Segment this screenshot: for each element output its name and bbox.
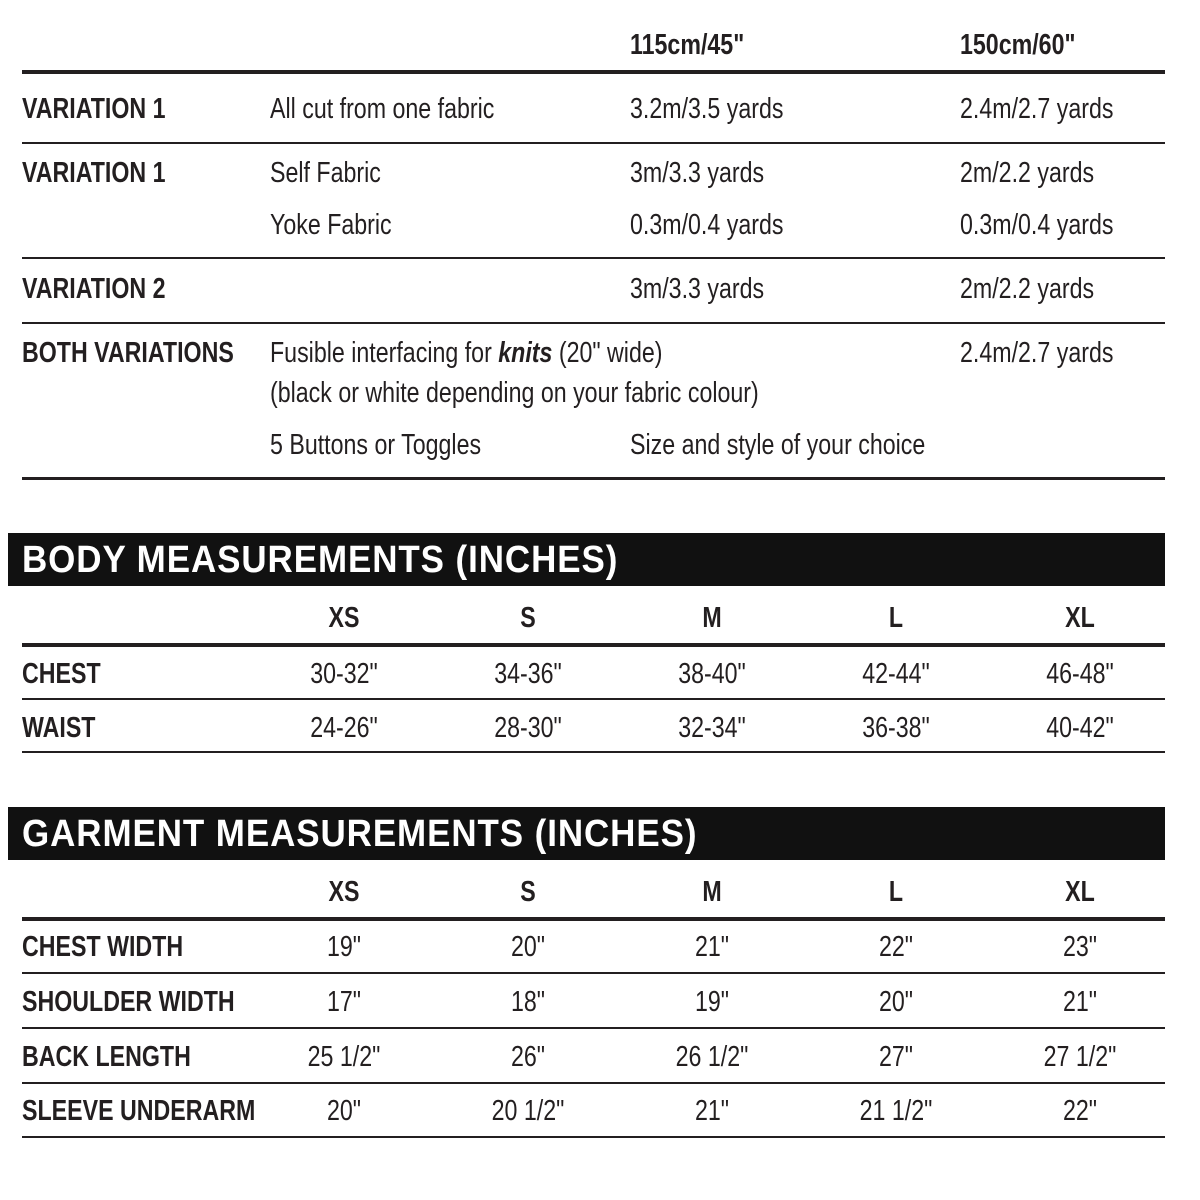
cell-value: 36-38"	[862, 712, 930, 744]
cell-value: 25 1/2"	[307, 1041, 381, 1073]
cell-value: 22"	[1062, 1095, 1098, 1127]
cell-value: 20"	[878, 986, 914, 1018]
header-115cm: 115cm/45"	[630, 29, 745, 61]
cell-value: 23"	[1062, 931, 1098, 963]
buttons-note: Size and style of your choice	[630, 429, 926, 461]
section-header: BODY MEASUREMENTS (INCHES)	[8, 533, 1165, 586]
row-label: VARIATION 2	[22, 273, 166, 305]
size-header: XL	[1065, 876, 1095, 908]
section-header: GARMENT MEASUREMENTS (INCHES)	[8, 807, 1165, 860]
cell-value: 26 1/2"	[675, 1041, 749, 1073]
cell-value: 22"	[878, 931, 914, 963]
divider	[22, 1136, 1165, 1138]
cell-value: 28-30"	[494, 712, 562, 744]
row-desc: Self Fabric	[270, 157, 381, 189]
cell-value: 24-26"	[310, 712, 378, 744]
cell-value: 26"	[510, 1041, 546, 1073]
divider	[22, 257, 1165, 259]
size-header: L	[888, 602, 904, 634]
cell-value: 27 1/2"	[1043, 1041, 1117, 1073]
row-label: SLEEVE UNDERARM	[22, 1095, 256, 1127]
interfacing-amount: 2.4m/2.7 yards	[960, 337, 1114, 369]
both-label: BOTH VARIATIONS	[22, 337, 234, 369]
divider	[22, 972, 1165, 974]
row-label: SHOULDER WIDTH	[22, 986, 235, 1018]
row-label: WAIST	[22, 712, 96, 744]
cell-value: 32-34"	[678, 712, 746, 744]
divider	[22, 142, 1165, 144]
row-115: 3m/3.3 yards	[630, 273, 765, 305]
cell-value: 21"	[694, 931, 730, 963]
cell-value: 42-44"	[862, 658, 930, 690]
interfacing-desc: Fusible interfacing for knits (20" wide)	[270, 337, 663, 369]
cell-value: 20 1/2"	[491, 1095, 565, 1127]
row-115: 0.3m/0.4 yards	[630, 209, 784, 241]
row-desc: Yoke Fabric	[270, 209, 392, 241]
cell-value: 19"	[694, 986, 730, 1018]
size-header: XL	[1065, 602, 1095, 634]
cell-value: 46-48"	[1046, 658, 1114, 690]
cell-value: 34-36"	[494, 658, 562, 690]
row-115: 3m/3.3 yards	[630, 157, 765, 189]
cell-value: 21 1/2"	[859, 1095, 933, 1127]
row-label: BACK LENGTH	[22, 1041, 191, 1073]
cell-value: 20"	[510, 931, 546, 963]
cell-value: 38-40"	[678, 658, 746, 690]
cell-value: 18"	[510, 986, 546, 1018]
row-label: CHEST	[22, 658, 101, 690]
divider	[22, 1027, 1165, 1029]
section-title: GARMENT MEASUREMENTS (INCHES)	[22, 813, 698, 855]
cell-value: 21"	[694, 1095, 730, 1127]
size-header: L	[888, 876, 904, 908]
row-115: 3.2m/3.5 yards	[630, 93, 784, 125]
cell-value: 30-32"	[310, 658, 378, 690]
row-desc: All cut from one fabric	[270, 93, 495, 125]
divider	[22, 751, 1165, 753]
cell-value: 19"	[326, 931, 362, 963]
row-150: 2m/2.2 yards	[960, 157, 1095, 189]
divider	[22, 70, 1165, 74]
row-150: 0.3m/0.4 yards	[960, 209, 1114, 241]
size-header: S	[520, 602, 536, 634]
section-title: BODY MEASUREMENTS (INCHES)	[22, 539, 619, 581]
cell-value: 20"	[326, 1095, 362, 1127]
divider	[22, 477, 1165, 480]
buttons-desc: 5 Buttons or Toggles	[270, 429, 482, 461]
row-label: CHEST WIDTH	[22, 931, 184, 963]
row-150: 2m/2.2 yards	[960, 273, 1095, 305]
divider	[22, 698, 1165, 700]
row-150: 2.4m/2.7 yards	[960, 93, 1114, 125]
size-header: S	[520, 876, 536, 908]
cell-value: 21"	[1062, 986, 1098, 1018]
row-label: VARIATION 1	[22, 157, 166, 189]
size-header: M	[702, 602, 722, 634]
size-header: M	[702, 876, 722, 908]
row-label: VARIATION 1	[22, 93, 166, 125]
cell-value: 17"	[326, 986, 362, 1018]
cell-value: 27"	[878, 1041, 914, 1073]
size-header: XS	[328, 876, 360, 908]
cell-value: 40-42"	[1046, 712, 1114, 744]
divider	[22, 917, 1165, 921]
divider	[22, 322, 1165, 324]
divider	[22, 1082, 1165, 1084]
interfacing-note: (black or white depending on your fabric…	[270, 377, 759, 409]
header-150cm: 150cm/60"	[960, 29, 1076, 61]
divider	[22, 643, 1165, 647]
size-header: XS	[328, 602, 360, 634]
